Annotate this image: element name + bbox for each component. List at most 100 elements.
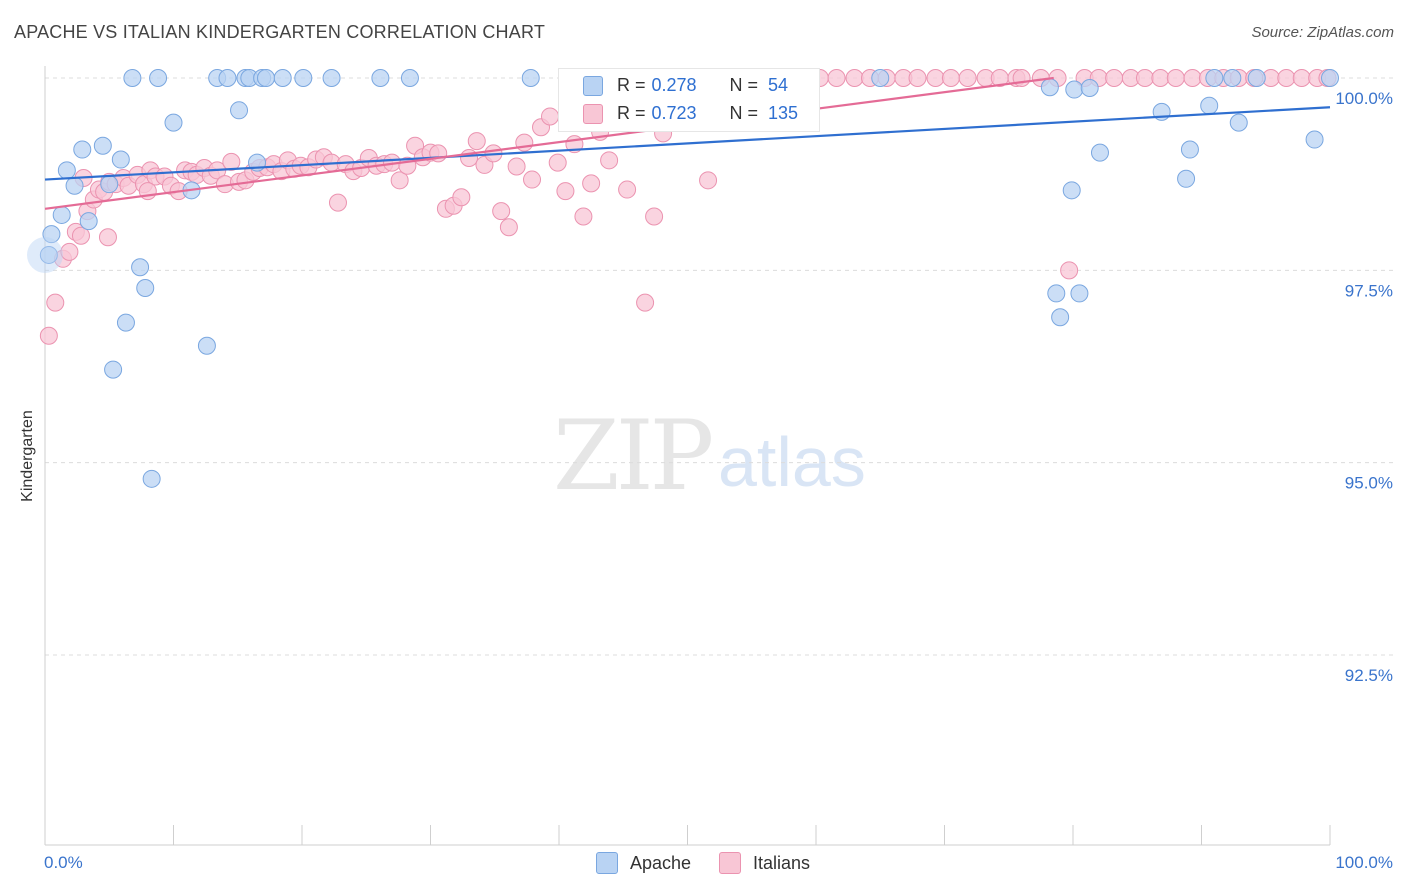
apache-point: [230, 101, 249, 120]
apache-point: [111, 150, 130, 169]
legend-r-label: R =: [617, 103, 646, 123]
x-tick-label: 0.0%: [44, 853, 83, 872]
apache-point-cluster: [27, 236, 63, 273]
italian-point: [845, 69, 864, 87]
legend-label-apache: Apache: [629, 852, 691, 873]
apache-point: [871, 69, 890, 87]
apache-legend-swatch: [595, 852, 618, 874]
italian-point: [645, 207, 664, 226]
y-tick-label: 95.0%: [1345, 474, 1393, 493]
apache-point: [42, 225, 61, 244]
italian-point: [1060, 261, 1079, 280]
italian-point: [515, 133, 534, 152]
italian-point: [699, 171, 718, 190]
apache-point: [1223, 69, 1242, 87]
apache-point: [294, 69, 313, 87]
italian-point: [1277, 69, 1296, 87]
apache-point: [164, 113, 183, 132]
apache-point: [39, 245, 58, 264]
italian-point: [523, 170, 542, 189]
apache-point: [322, 69, 341, 87]
italian-point: [1166, 69, 1185, 87]
apache-point: [57, 161, 76, 180]
apache-point: [123, 69, 142, 87]
x-tick-label: 100.0%: [1335, 853, 1393, 872]
stats-legend: R = 0.278 N = 54 R = 0.723 N = 135: [558, 68, 820, 132]
y-axis-label: Kindergarten: [19, 410, 36, 502]
y-tick-label: 100.0%: [1335, 89, 1393, 108]
italian-point: [507, 157, 526, 176]
italian-point: [499, 218, 518, 237]
apache-point: [93, 136, 112, 155]
italian-point: [1183, 69, 1202, 87]
legend-label-italians: Italians: [753, 852, 811, 873]
italian-point: [1105, 69, 1124, 87]
legend-item-italians[interactable]: Italians: [719, 852, 810, 874]
italian-point: [1292, 69, 1311, 87]
legend-item-apache[interactable]: Apache: [595, 852, 691, 874]
legend-n-label: N =: [729, 75, 759, 95]
italian-point: [492, 202, 511, 221]
italians-trend-line: [44, 76, 1054, 210]
italian-point: [548, 153, 567, 172]
legend-n-value: 135: [768, 103, 799, 123]
apache-point: [1205, 69, 1224, 87]
apache-point: [197, 336, 216, 355]
italian-point: [541, 107, 560, 126]
italian-point: [636, 293, 655, 312]
apache-point: [79, 212, 98, 231]
italian-point: [556, 182, 575, 201]
apache-point: [136, 279, 155, 298]
legend-r-value: 0.723: [651, 103, 697, 123]
apache-point: [1070, 284, 1089, 303]
apache-point: [1040, 78, 1059, 97]
apache-point: [218, 69, 237, 87]
apache-point: [1051, 308, 1070, 327]
apache-point: [400, 69, 419, 87]
y-tick-label: 92.5%: [1345, 666, 1393, 685]
watermark-atlas: atlas: [718, 423, 866, 501]
watermark-zip: ZIP: [553, 400, 714, 512]
legend-n-label: N =: [729, 103, 759, 123]
apache-point: [1065, 80, 1084, 99]
legend-r-label: R =: [617, 75, 646, 95]
apache-point: [273, 69, 292, 87]
series-legend: Apache Italians: [0, 852, 1406, 874]
apache-point: [1177, 169, 1196, 188]
apache-point: [1047, 284, 1066, 303]
italian-point: [60, 242, 79, 261]
apache-trend-line: [44, 106, 1331, 181]
apache-point: [371, 69, 390, 87]
apache-point: [257, 69, 276, 87]
apache-point: [104, 360, 123, 379]
apache-point: [73, 140, 92, 159]
apache-point: [52, 205, 71, 224]
legend-row-apache: R = 0.278 N = 54: [583, 75, 788, 96]
legend-row-italians: R = 0.723 N = 135: [583, 103, 798, 124]
italian-point: [600, 151, 619, 170]
italian-point: [39, 326, 58, 345]
apache-point: [521, 69, 540, 87]
chart-source: Source: ZipAtlas.com: [1251, 24, 1394, 41]
apache-point: [1080, 79, 1099, 98]
italian-point: [582, 174, 601, 193]
italian-point: [98, 228, 117, 247]
apache-point: [131, 258, 150, 277]
chart-title: APACHE VS ITALIAN KINDERGARTEN CORRELATI…: [14, 22, 546, 42]
italian-point: [452, 188, 471, 207]
italian-point: [222, 152, 241, 171]
apache-point: [1247, 69, 1266, 87]
apache-swatch: [583, 75, 603, 96]
italian-point: [941, 69, 960, 87]
italian-point: [467, 132, 486, 151]
legend-r-value: 0.278: [651, 75, 697, 95]
italians-swatch: [583, 103, 603, 124]
italian-point: [1151, 69, 1170, 87]
italian-point: [908, 69, 927, 87]
apache-point: [1305, 130, 1324, 149]
italian-point: [926, 69, 945, 87]
apache-point: [65, 176, 84, 195]
italian-point: [71, 226, 90, 245]
italian-point: [46, 293, 65, 312]
